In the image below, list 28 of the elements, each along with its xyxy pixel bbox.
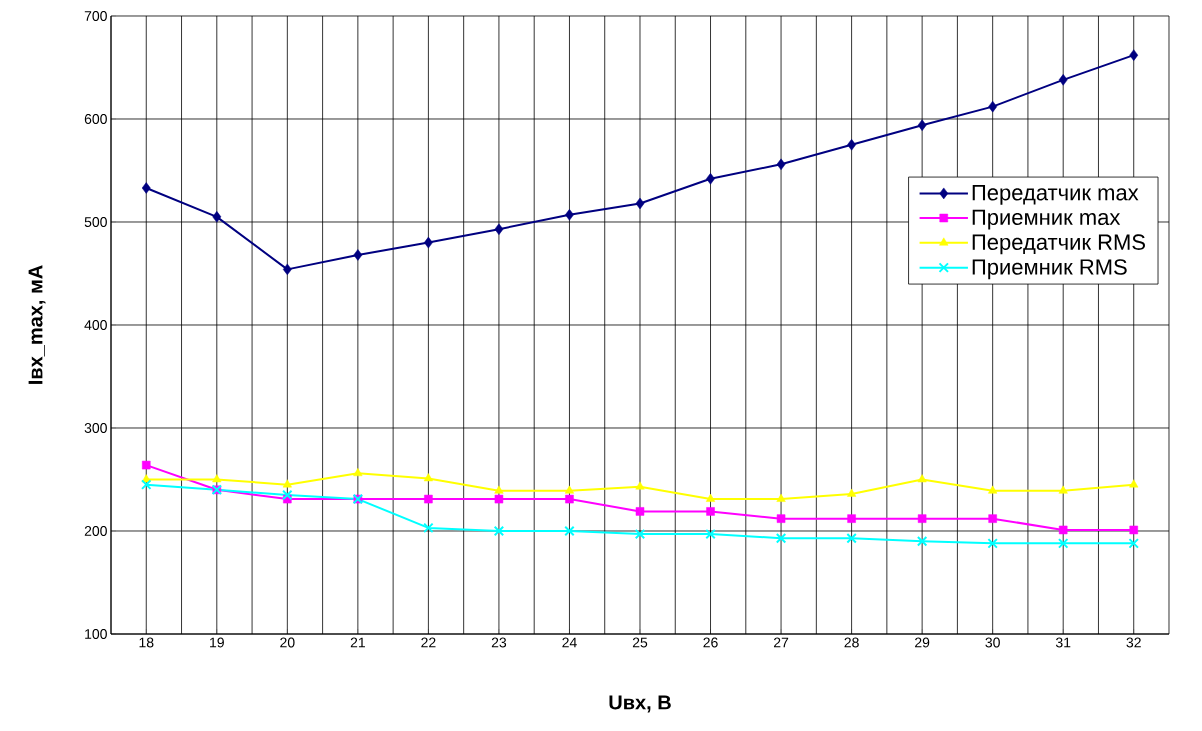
x-tick-label: 32 xyxy=(1126,637,1141,648)
x-tick-label: 27 xyxy=(773,637,789,648)
y-tick-label: 200 xyxy=(84,526,107,536)
y-tick-label: 600 xyxy=(84,114,107,124)
y-tick-label: 500 xyxy=(84,217,107,227)
x-tick-label: 18 xyxy=(139,637,154,648)
x-tick-label: 30 xyxy=(985,637,1000,648)
legend-label: Приемник RMS xyxy=(972,259,1127,280)
y-tick-label: 400 xyxy=(84,320,107,330)
legend-label: Передатчик max xyxy=(972,185,1139,205)
x-tick-label: 29 xyxy=(915,637,930,648)
x-tick-label: 24 xyxy=(562,637,577,648)
y-tick-label: 100 xyxy=(85,629,107,639)
y-tick-label: 700 xyxy=(84,11,107,21)
x-axis-title: Uвх, В xyxy=(609,695,671,713)
x-tick-label: 23 xyxy=(491,637,507,648)
x-tick-label: 26 xyxy=(703,637,718,648)
legend-label: Передатчик RMS xyxy=(972,234,1145,255)
y-axis-title: Iвх_max, мА xyxy=(28,265,46,384)
legend-label: Приемник max xyxy=(972,209,1121,230)
x-tick-label: 28 xyxy=(844,637,859,648)
x-tick-label: 25 xyxy=(632,637,648,648)
x-tick-label: 31 xyxy=(1055,637,1071,648)
x-tick-label: 19 xyxy=(210,637,224,648)
x-tick-label: 21 xyxy=(350,637,365,648)
y-tick-label: 300 xyxy=(84,423,107,433)
x-tick-label: 20 xyxy=(280,637,295,648)
x-tick-label: 22 xyxy=(421,637,436,648)
